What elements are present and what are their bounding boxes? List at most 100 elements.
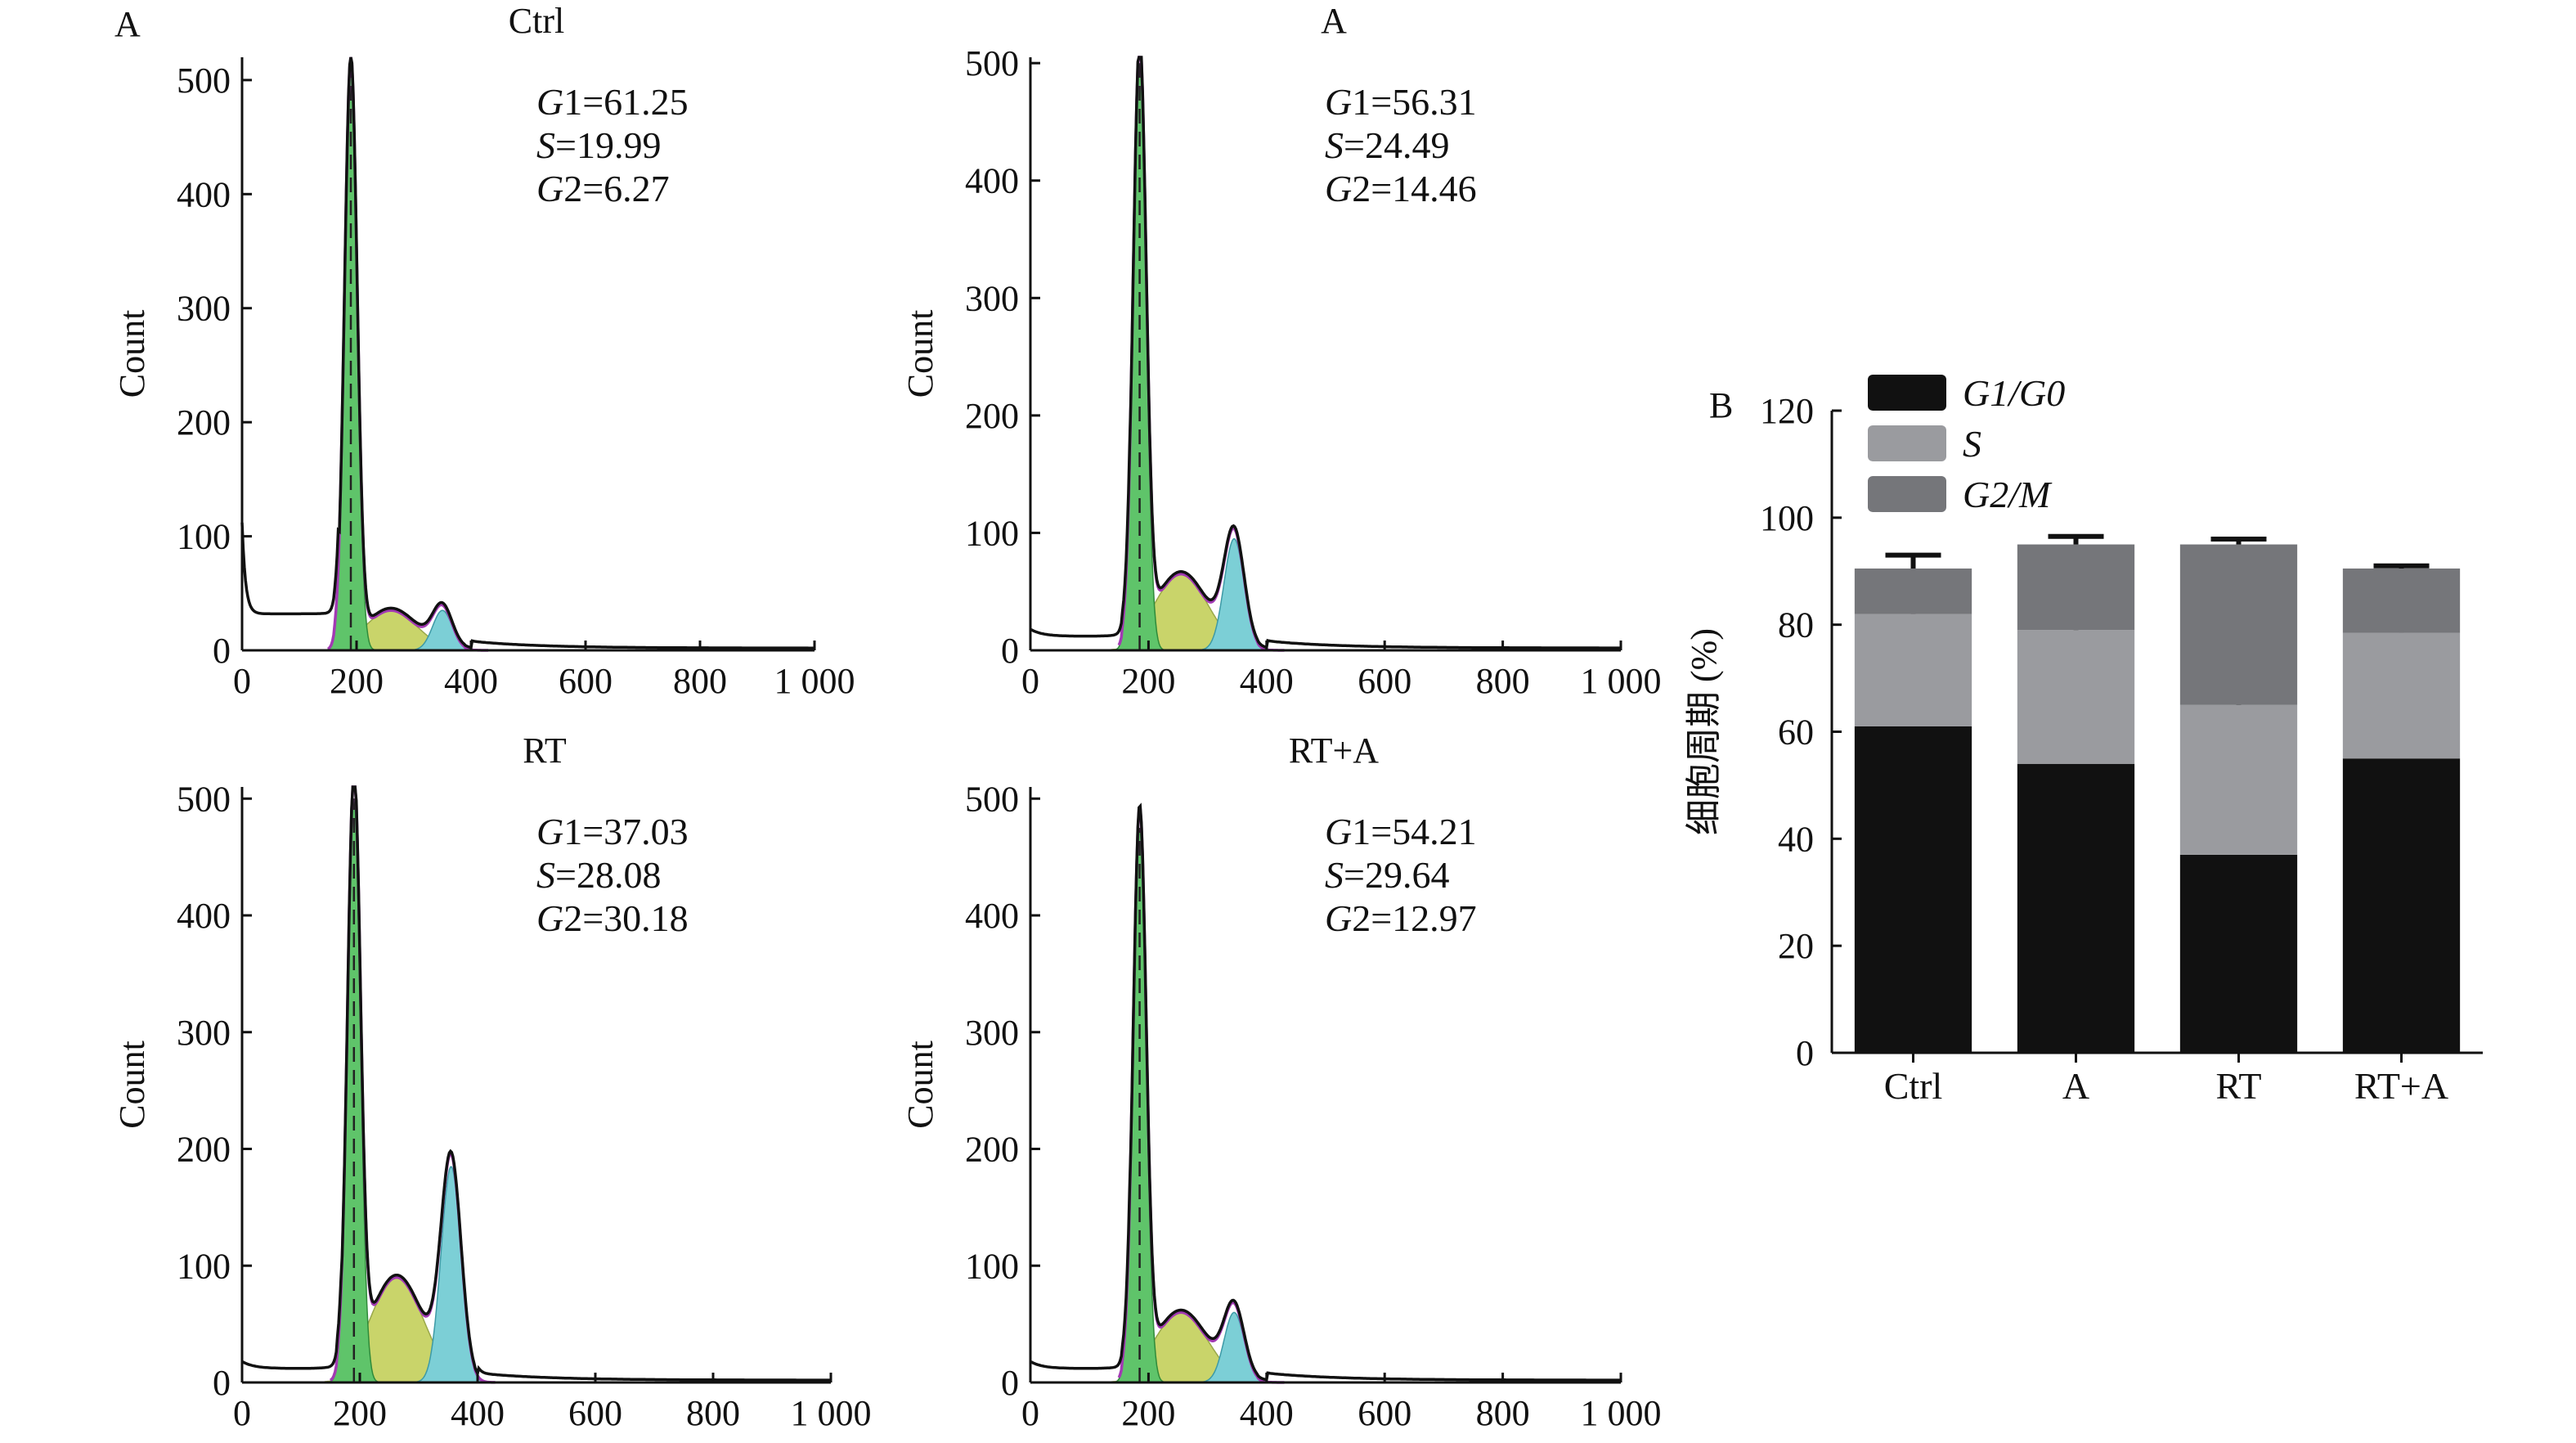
y-tick-label: 100 — [177, 1246, 231, 1286]
x-tick-label: 0 — [233, 661, 251, 701]
y-axis-label: Count — [112, 310, 152, 398]
panel-b-letter: B — [1709, 385, 1733, 425]
x-tick-label: 400 — [444, 661, 498, 701]
text-part: G — [536, 811, 563, 852]
text-part: 1 — [1352, 811, 1371, 852]
x-tick-label: 400 — [1240, 1393, 1294, 1433]
x-tick-label: 1 000 — [1581, 661, 1662, 701]
text-part: 2 — [1352, 168, 1371, 209]
y-tick-label: 40 — [1778, 819, 1814, 859]
data-histogram-line — [1030, 802, 1621, 1382]
text-part: 2 — [563, 168, 582, 209]
y-tick-label: 200 — [177, 1130, 231, 1170]
bar-segment — [2342, 568, 2461, 633]
y-axis-label: Count — [112, 1041, 152, 1129]
y-tick-label: 100 — [1760, 498, 1814, 538]
histogram-ctrl: 0 100 200 300 400 500 0 200 400 600 800 1 000 Ctrl Co… — [112, 1, 855, 701]
y-tick-label: 500 — [177, 61, 231, 101]
phase-stat-label: G2=30.18 — [536, 897, 689, 939]
x-tick-label: 200 — [333, 1393, 387, 1433]
x-tick-label: 0 — [1021, 661, 1039, 701]
x-tick-label: 200 — [330, 661, 384, 701]
y-tick-label: 0 — [1796, 1033, 1814, 1073]
bar-segment — [2179, 544, 2298, 705]
x-tick-label: 600 — [568, 1393, 622, 1433]
y-tick-label: 300 — [177, 289, 231, 329]
data-histogram-line — [240, 56, 815, 650]
y-tick-label: 120 — [1760, 391, 1814, 431]
text-part: =6.27 — [582, 168, 669, 209]
category-label: RT — [2215, 1065, 2261, 1107]
text-part: S — [536, 854, 555, 896]
phase-stat-label: S=24.49 — [1325, 124, 1449, 166]
data-histogram-line — [1030, 56, 1621, 650]
text-part: =54.21 — [1371, 811, 1476, 852]
y-tick-label: 0 — [1001, 631, 1019, 671]
histogram-rt: 0 100 200 300 400 500 0 200 400 600 800 1 000 RT Coun… — [112, 730, 872, 1433]
x-tick-label: 0 — [233, 1393, 251, 1433]
text-part: G — [536, 897, 563, 939]
text-part: 1 — [1990, 372, 2008, 414]
legend-label: G2/M — [1963, 474, 2053, 515]
category-label: Ctrl — [1884, 1065, 1943, 1107]
text-part: S — [536, 124, 555, 166]
phase-stat-label: G1=37.03 — [536, 811, 689, 852]
phase-stat-label: G1=56.31 — [1325, 81, 1477, 123]
text-part: =30.18 — [582, 897, 688, 939]
text-part: / — [2006, 372, 2022, 414]
y-tick-label: 500 — [965, 43, 1019, 83]
y-tick-label: 200 — [965, 1130, 1019, 1170]
phase-stat-label: G2=12.97 — [1325, 897, 1477, 939]
phase-stat-label: G1=54.21 — [1325, 811, 1477, 852]
text-part: G — [1325, 897, 1352, 939]
bar-segment — [2017, 630, 2135, 764]
histogram-title: Ctrl — [509, 1, 564, 41]
x-tick-label: 800 — [686, 1393, 740, 1433]
y-tick-label: 100 — [965, 513, 1019, 553]
y-axis-label: Count — [900, 1041, 940, 1129]
x-tick-label: 200 — [1121, 1393, 1175, 1433]
text-part: =24.49 — [1344, 124, 1449, 166]
y-axis-label: 细胞周期 (%) — [1684, 628, 1724, 835]
text-part: G — [1325, 81, 1352, 123]
x-tick-label: 400 — [451, 1393, 505, 1433]
y-tick-label: 400 — [177, 174, 231, 214]
text-part: =56.31 — [1371, 81, 1476, 123]
category-label: RT+A — [2354, 1065, 2448, 1107]
y-tick-label: 100 — [965, 1246, 1019, 1286]
legend-swatch — [1868, 476, 1946, 512]
y-tick-label: 400 — [965, 161, 1019, 201]
y-tick-label: 60 — [1778, 713, 1814, 753]
text-part: S — [1325, 854, 1344, 896]
histogram-a: 0 100 200 300 400 500 0 200 400 600 800 1 000 A Count… — [900, 1, 1662, 701]
phase-stat-label: G1=61.25 — [536, 81, 689, 123]
y-tick-label: 100 — [177, 517, 231, 557]
bar-segment — [1854, 568, 1972, 614]
text-part: S — [1963, 423, 1981, 465]
data-histogram-line — [241, 785, 831, 1382]
text-part: =14.46 — [1371, 168, 1476, 209]
x-tick-label: 800 — [1476, 1393, 1530, 1433]
y-tick-label: 200 — [177, 402, 231, 443]
text-part: G — [1963, 372, 1990, 414]
text-part: 2 — [1352, 897, 1371, 939]
text-part: 1 — [563, 811, 582, 852]
y-tick-label: 20 — [1778, 926, 1814, 966]
legend-swatch — [1868, 425, 1946, 461]
y-axis-label: Count — [900, 310, 940, 398]
bar-segment — [2342, 632, 2461, 759]
text-part: S — [1325, 124, 1344, 166]
histogram-title: RT — [523, 730, 567, 771]
bar-segment — [1854, 614, 1972, 726]
g2-phase-area — [277, 1166, 654, 1383]
bar-segment — [2179, 854, 2298, 1053]
text-part: G — [1325, 168, 1352, 209]
x-tick-label: 400 — [1240, 661, 1294, 701]
x-tick-label: 600 — [1358, 661, 1411, 701]
x-tick-label: 800 — [1476, 661, 1530, 701]
text-part: G — [1963, 474, 1990, 515]
panel-a-letter: A — [114, 4, 141, 44]
legend-label: S — [1963, 423, 1981, 465]
phase-stat-label: S=28.08 — [536, 854, 661, 896]
histogram-title: RT+A — [1289, 730, 1379, 771]
